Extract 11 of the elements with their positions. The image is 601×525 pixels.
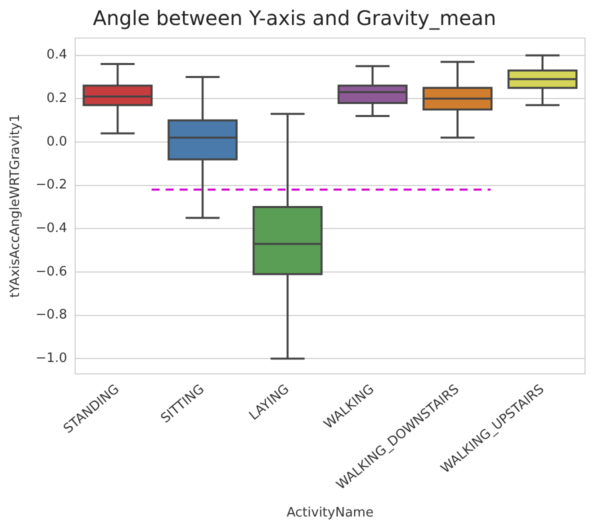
y-tick-label: −1.0 xyxy=(36,351,68,366)
y-tick-label: −0.6 xyxy=(36,264,68,280)
y-tick-label: 0.0 xyxy=(46,134,68,150)
y-tick-label: −0.4 xyxy=(36,221,68,236)
y-tick-label: −0.8 xyxy=(36,308,68,323)
chart-title: Angle between Y-axis and Gravity_mean xyxy=(92,6,496,30)
y-tick-label: 0.4 xyxy=(46,48,68,63)
y-axis-title: tYAxisAccAngleWRTGravity1 xyxy=(8,114,24,298)
y-tick-label: −0.2 xyxy=(36,178,68,193)
x-axis-title: ActivityName xyxy=(286,506,374,521)
y-tick-label: 0.2 xyxy=(46,91,68,106)
